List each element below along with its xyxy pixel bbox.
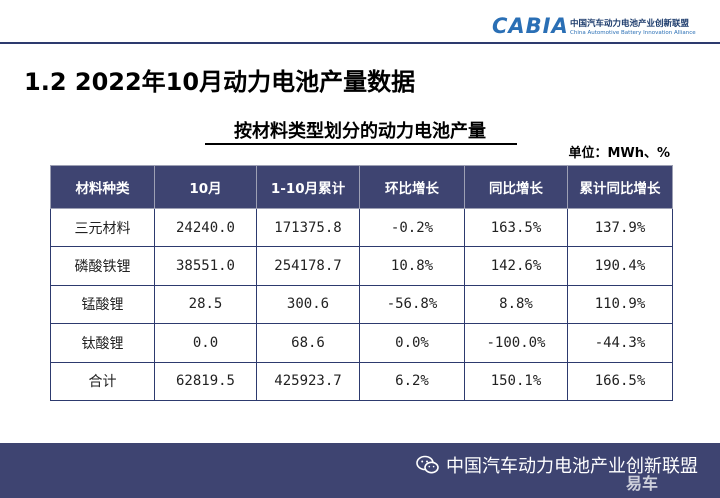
table-cell: 6.2% — [359, 361, 465, 402]
table-cell: -56.8% — [359, 284, 465, 325]
table-title-underline — [205, 143, 517, 145]
table-cell: -100.0% — [464, 323, 568, 363]
table-cell: 171375.8 — [256, 207, 360, 248]
table-title: 按材料类型划分的动力电池产量 — [0, 117, 720, 143]
column-header: 累计同比增长 — [567, 165, 673, 209]
table-title-text: 按材料类型划分的动力电池产量 — [234, 121, 486, 142]
wechat-icon — [416, 455, 439, 474]
table-cell: 166.5% — [567, 361, 673, 402]
logo-en-name: China Automotive Battery Innovation Alli… — [570, 29, 696, 36]
table-cell: 10.8% — [359, 246, 465, 286]
table-cell: 142.6% — [464, 246, 568, 286]
header-divider — [0, 42, 720, 44]
table-cell: 8.8% — [464, 284, 568, 325]
slide-title: 1.2 2022年10月动力电池产量数据 — [24, 68, 416, 96]
watermark: 易车 — [626, 474, 659, 493]
table-row: 三元材料 24240.0 171375.8 -0.2% 163.5% 137.9… — [50, 207, 673, 248]
table-cell: 62819.5 — [154, 361, 257, 402]
footer-bar — [0, 443, 720, 498]
table-cell: 163.5% — [464, 207, 568, 248]
logo-cn-name: 中国汽车动力电池产业创新联盟 — [570, 18, 690, 29]
table-cell: 磷酸铁锂 — [50, 246, 155, 286]
table-cell: 钛酸锂 — [50, 323, 155, 363]
footer-text: 中国汽车动力电池产业创新联盟 — [446, 456, 698, 477]
table-row: 钛酸锂 0.0 68.6 0.0% -100.0% -44.3% — [50, 323, 673, 363]
column-header: 1-10月累计 — [256, 165, 360, 209]
column-header: 同比增长 — [464, 165, 568, 209]
table-header-row: 材料种类 10月 1-10月累计 环比增长 同比增长 累计同比增长 — [50, 165, 673, 209]
brand-logo: CABIA 中国汽车动力电池产业创新联盟 China Automotive Ba… — [492, 12, 714, 40]
unit-label: 单位：MWh、% — [568, 146, 670, 161]
table-cell: 合计 — [50, 361, 155, 402]
logo-mark: CABIA — [492, 14, 569, 38]
table-row: 合计 62819.5 425923.7 6.2% 150.1% 166.5% — [50, 361, 673, 402]
table-cell: 137.9% — [567, 207, 673, 248]
table-cell: 150.1% — [464, 361, 568, 402]
table-cell: 425923.7 — [256, 361, 360, 402]
table-cell: 0.0% — [359, 323, 465, 363]
table-cell: 300.6 — [256, 284, 360, 325]
table-cell: 110.9% — [567, 284, 673, 325]
column-header: 材料种类 — [50, 165, 155, 209]
column-header: 环比增长 — [359, 165, 465, 209]
table-cell: 68.6 — [256, 323, 360, 363]
table-cell: 254178.7 — [256, 246, 360, 286]
table-cell: 三元材料 — [50, 207, 155, 248]
production-table: 材料种类 10月 1-10月累计 环比增长 同比增长 累计同比增长 三元材料 2… — [50, 165, 673, 402]
table-row: 锰酸锂 28.5 300.6 -56.8% 8.8% 110.9% — [50, 284, 673, 325]
table-cell: -0.2% — [359, 207, 465, 248]
logo-text: 中国汽车动力电池产业创新联盟 China Automotive Battery … — [570, 17, 696, 36]
table-row: 磷酸铁锂 38551.0 254178.7 10.8% 142.6% 190.4… — [50, 246, 673, 286]
column-header: 10月 — [154, 165, 257, 209]
table-cell: 38551.0 — [154, 246, 257, 286]
table-cell: 锰酸锂 — [50, 284, 155, 325]
table-cell: 28.5 — [154, 284, 257, 325]
table-cell: 0.0 — [154, 323, 257, 363]
table-cell: -44.3% — [567, 323, 673, 363]
table-cell: 190.4% — [567, 246, 673, 286]
table-cell: 24240.0 — [154, 207, 257, 248]
